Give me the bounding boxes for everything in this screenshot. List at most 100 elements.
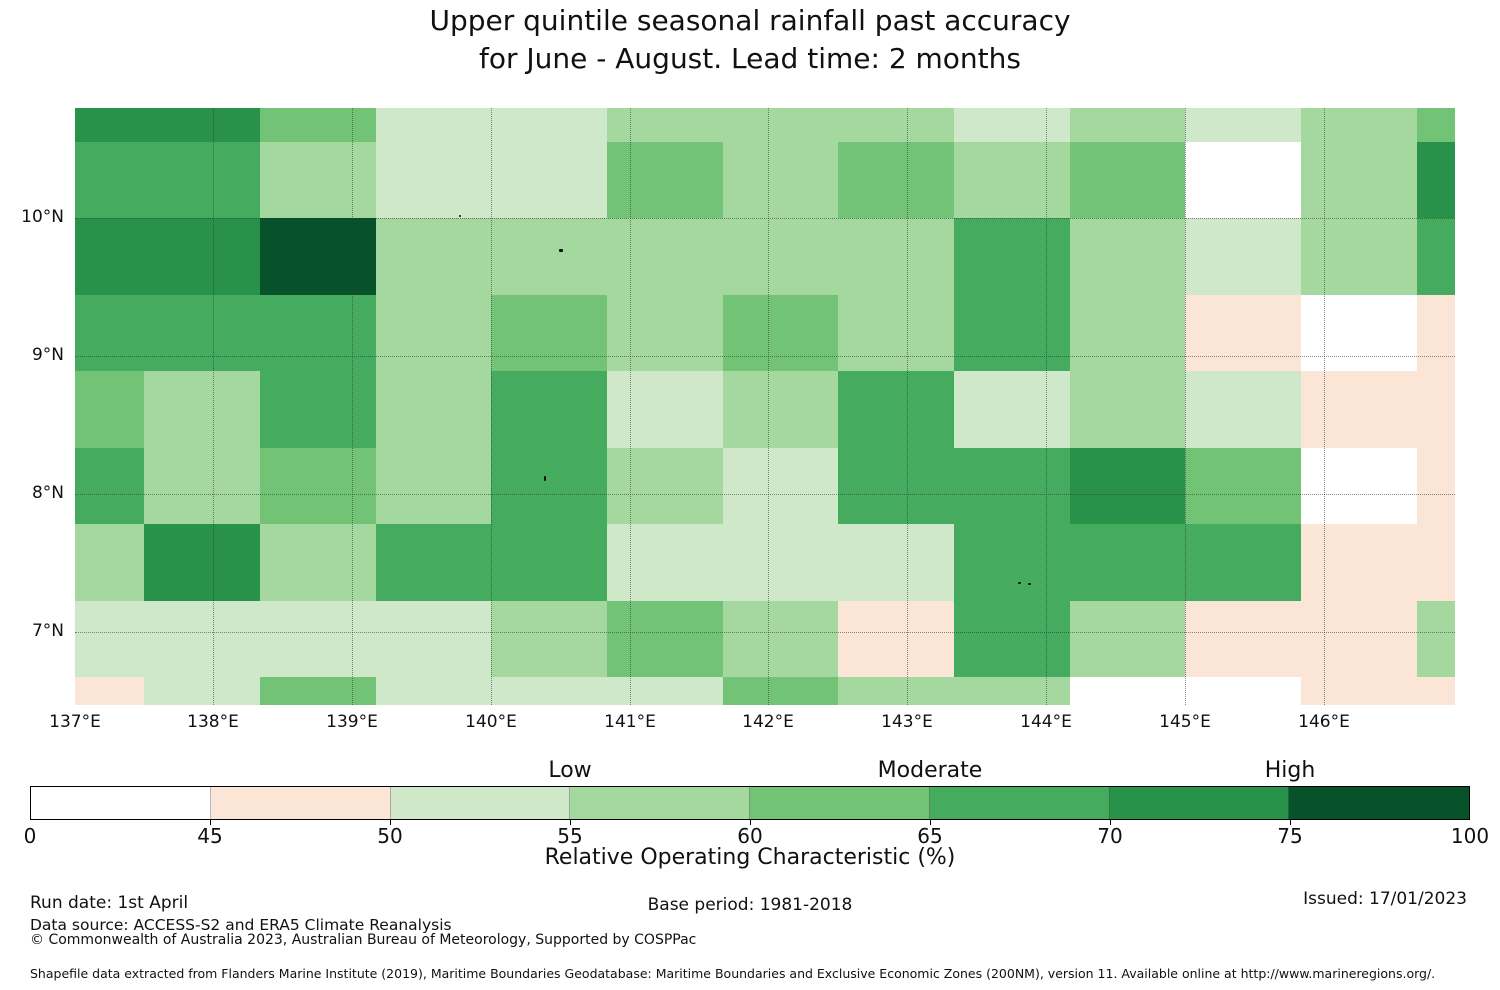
map-cell [75, 524, 144, 601]
map-cell [1070, 108, 1185, 142]
map-cell [723, 524, 838, 601]
map-cell [260, 447, 376, 524]
colorbar-tick-mark [390, 820, 391, 825]
map-cell [75, 141, 144, 218]
chart-title-line1: Upper quintile seasonal rainfall past ac… [429, 4, 1071, 37]
colorbar-segment [390, 787, 571, 819]
map-cell [1185, 108, 1301, 142]
colorbar-segment [929, 787, 1110, 819]
map-cell [376, 524, 491, 601]
map-cell [75, 447, 144, 524]
y-tick-label: 7°N [31, 620, 64, 641]
meridian-gridline [768, 108, 769, 705]
map-cell [1417, 218, 1455, 295]
map-cell [144, 524, 260, 601]
map-cell [144, 677, 260, 705]
colorbar-category-label: Low [548, 758, 592, 783]
meridian-gridline [907, 108, 908, 705]
x-tick-label: 139°E [326, 712, 378, 732]
map-cell [1070, 447, 1185, 524]
colorbar-segment [570, 787, 750, 819]
map-cell [491, 524, 607, 601]
colorbar-tick-label: 45 [197, 824, 223, 848]
run-date-text: Run date: 1st April [30, 893, 189, 913]
colorbar [30, 786, 1470, 820]
issued-date-text: Issued: 17/01/2023 [1303, 889, 1467, 909]
map-cell [491, 141, 607, 218]
map-cell [1301, 218, 1417, 295]
map-cell [838, 141, 954, 218]
colorbar-segment [210, 787, 391, 819]
map-cell [1185, 218, 1301, 295]
x-tick-label: 143°E [881, 712, 933, 732]
x-tick-label: 140°E [465, 712, 517, 732]
colorbar-tick-mark [1110, 820, 1111, 825]
map-cell [723, 218, 838, 295]
colorbar-tick-label: 60 [737, 824, 763, 848]
map-cell [376, 108, 491, 142]
map-cell [1417, 141, 1455, 218]
y-tick-label: 10°N [21, 207, 64, 227]
meridian-gridline [1324, 108, 1325, 705]
map-cell [376, 294, 491, 371]
map-cell [607, 600, 723, 677]
colorbar-tick-label: 55 [557, 824, 583, 848]
map-cell [144, 371, 260, 448]
map-cell [1417, 447, 1455, 524]
map-cell [376, 447, 491, 524]
map-cell [607, 524, 723, 601]
colorbar-tick-label: 75 [1277, 824, 1303, 848]
meridian-gridline [213, 108, 214, 705]
colorbar-tick-label: 70 [1097, 824, 1123, 848]
map-cell [260, 294, 376, 371]
map-cell [260, 371, 376, 448]
map-cell [75, 600, 144, 677]
map-cell [1417, 371, 1455, 448]
meridian-gridline [1046, 108, 1047, 705]
map-cell [838, 677, 954, 705]
map-cell [1070, 218, 1185, 295]
map-cell [607, 218, 723, 295]
heatmap-plot-area [75, 108, 1455, 705]
map-cell [1417, 108, 1455, 142]
map-cell [376, 677, 491, 705]
map-cell [954, 218, 1070, 295]
map-cell [607, 677, 723, 705]
base-period-text: Base period: 1981-2018 [647, 895, 853, 915]
x-tick-label: 146°E [1298, 712, 1350, 732]
island-dot [544, 476, 546, 481]
map-cell [1301, 141, 1417, 218]
map-cell [723, 294, 838, 371]
y-tick-label: 9°N [31, 344, 64, 365]
map-cell [75, 371, 144, 448]
shapefile-attribution-text: Shapefile data extracted from Flanders M… [30, 966, 1436, 981]
map-cell [954, 371, 1070, 448]
map-cell [491, 294, 607, 371]
map-cell [838, 108, 954, 142]
map-cell [607, 108, 723, 142]
map-cell [1070, 677, 1185, 705]
map-cell [75, 108, 144, 142]
x-tick-label: 141°E [604, 712, 656, 732]
map-cell [1185, 141, 1301, 218]
map-cell [1185, 447, 1301, 524]
colorbar-title: Relative Operating Characteristic (%) [544, 845, 956, 870]
y-tick-label: 8°N [31, 482, 64, 503]
colorbar-segment [1289, 787, 1469, 819]
map-cell [954, 447, 1070, 524]
map-cell [723, 108, 838, 142]
map-cell [144, 218, 260, 295]
map-cell [1070, 371, 1185, 448]
x-tick-label: 138°E [187, 712, 239, 732]
map-cell [144, 447, 260, 524]
map-cell [1070, 141, 1185, 218]
colorbar-tick-label: 50 [377, 824, 403, 848]
map-cell [607, 294, 723, 371]
map-cell [1301, 294, 1417, 371]
colorbar-category-label: High [1264, 758, 1316, 783]
parallel-gridline [75, 631, 1455, 633]
map-cell [1417, 294, 1455, 371]
meridian-gridline [630, 108, 631, 705]
map-cell [723, 600, 838, 677]
map-cell [723, 677, 838, 705]
